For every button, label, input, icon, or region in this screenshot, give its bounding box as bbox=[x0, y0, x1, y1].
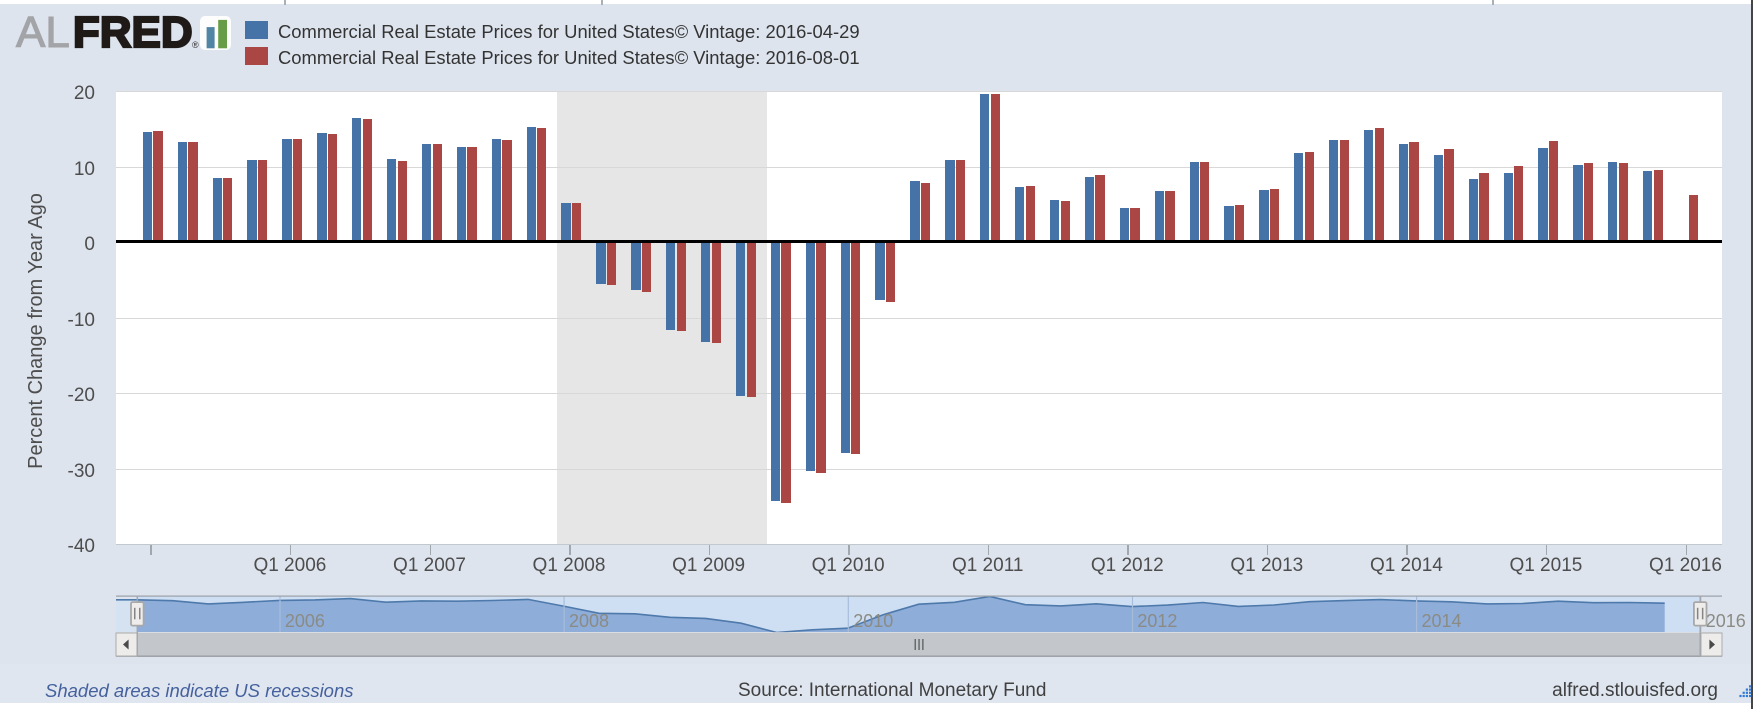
svg-text:2014: 2014 bbox=[1422, 611, 1462, 631]
svg-text:2016: 2016 bbox=[1706, 611, 1746, 631]
svg-text:2008: 2008 bbox=[569, 611, 609, 631]
svg-text:2010: 2010 bbox=[853, 611, 893, 631]
svg-text:2006: 2006 bbox=[285, 611, 325, 631]
svg-text:2012: 2012 bbox=[1137, 611, 1177, 631]
